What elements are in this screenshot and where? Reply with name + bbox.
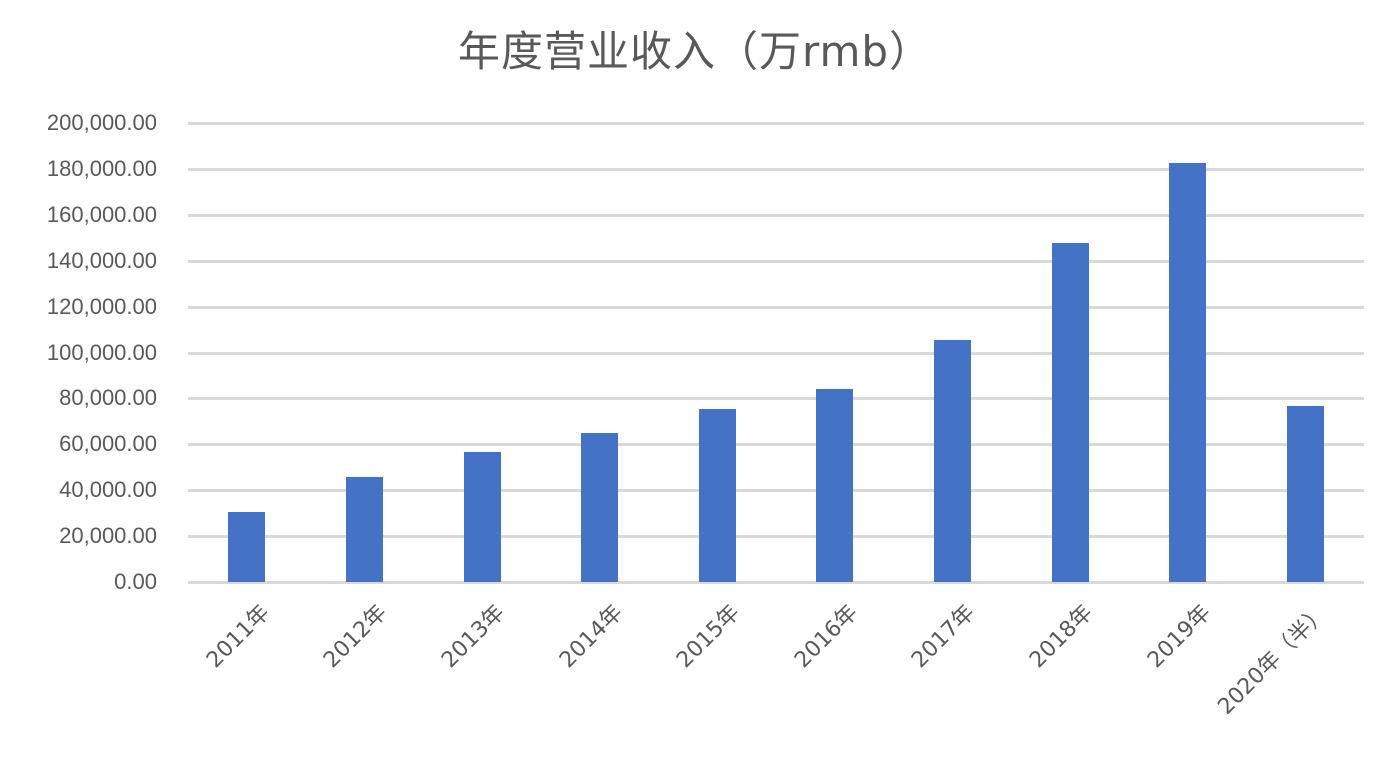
x-tick-label: 2017年 [907,600,981,674]
bar[interactable] [345,476,383,582]
y-tick-label: 20,000.00 [59,523,157,549]
x-tick-label: 2018年 [1025,600,1098,674]
x-tick-label: 2015年 [672,600,746,674]
x-tick-label: 2013年 [437,600,510,674]
gridline [188,581,1364,584]
y-tick-label: 140,000.00 [46,247,157,273]
bar[interactable] [698,408,736,582]
x-tick-label: 2012年 [319,600,393,674]
gridline [188,489,1364,493]
y-tick-label: 120,000.00 [46,293,157,319]
y-tick-label: 0.00 [114,569,157,594]
y-tick-label: 80,000.00 [59,385,157,411]
plot-area [188,122,1364,584]
gridline [188,167,1364,171]
y-tick-label: 60,000.00 [59,431,157,457]
x-tick-label: 2014年 [554,600,628,674]
y-tick-label: 200,000.00 [46,110,157,135]
x-tick-label: 2019年 [1142,600,1216,674]
bar[interactable] [463,452,501,582]
x-tick-label: 2011年 [201,600,275,674]
gridline [188,122,1364,125]
gridline [188,305,1364,309]
bar[interactable] [933,340,971,582]
bar[interactable] [228,512,266,582]
x-tick-label: 2020年（半） [1213,600,1334,720]
gridline [188,351,1364,355]
bar[interactable] [1051,243,1089,582]
gridline [188,535,1364,539]
bar[interactable] [581,432,619,582]
y-tick-label: 180,000.00 [46,155,157,181]
gridline [188,397,1364,401]
x-tick-label: 2016年 [789,600,863,674]
gridline [188,259,1364,263]
bar[interactable] [816,389,854,582]
gridline [188,213,1364,217]
y-tick-label: 100,000.00 [46,339,157,365]
bar[interactable] [1169,162,1207,582]
chart-title: 年度营业收入（万rmb） [457,27,933,76]
gridline [188,443,1364,447]
y-tick-label: 160,000.00 [46,201,157,227]
y-tick-label: 40,000.00 [59,477,157,503]
bar[interactable] [1286,405,1324,582]
